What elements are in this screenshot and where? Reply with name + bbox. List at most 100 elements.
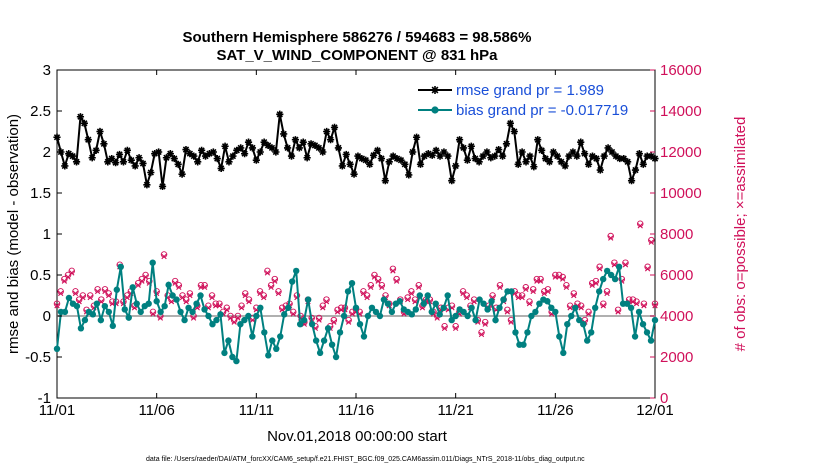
bias-point <box>552 308 559 316</box>
y-right-tick-label: 8000 <box>660 226 693 243</box>
rmse-point <box>444 152 452 160</box>
bias-point <box>277 333 284 340</box>
rmse-point <box>115 150 124 159</box>
obs-assimilated-point <box>268 284 274 290</box>
rmse-point <box>584 160 593 168</box>
rmse-point <box>307 140 315 148</box>
rmse-point <box>276 110 284 118</box>
obs-assimilated-point <box>168 298 175 305</box>
bias-point <box>432 300 439 307</box>
bias-point <box>584 337 591 344</box>
rmse-point <box>428 151 436 159</box>
rmse-point <box>565 152 573 160</box>
obs-assimilated-point <box>87 294 93 301</box>
rmse-point <box>72 158 81 166</box>
bias-point <box>289 278 296 285</box>
bias-point <box>320 337 328 344</box>
rmse-point <box>131 162 139 170</box>
rmse-point <box>549 148 557 156</box>
rmse-point <box>502 140 511 148</box>
bias-point <box>336 329 344 336</box>
bias-point <box>580 321 587 328</box>
rmse-point <box>53 133 61 141</box>
y-tick-label: 0 <box>43 308 51 325</box>
obs-assimilated-point <box>231 319 237 325</box>
bias-point <box>484 306 491 313</box>
rmse-point <box>291 136 300 144</box>
obs-assimilated-point <box>249 317 256 323</box>
obs-assimilated-point <box>464 294 470 301</box>
bias-point <box>352 304 360 311</box>
bias-point <box>296 321 304 328</box>
bias-point <box>627 304 635 311</box>
rmse-point <box>557 158 565 166</box>
rmse-point <box>350 170 358 178</box>
bias-point <box>568 312 575 320</box>
obs-assimilated-point <box>209 294 215 301</box>
obs-assimilated-point <box>69 270 75 276</box>
rmse-point <box>381 177 389 185</box>
bias-point <box>512 329 519 336</box>
rmse-point <box>635 150 643 158</box>
rmse-point <box>534 136 542 144</box>
rmse-point <box>538 146 546 154</box>
bias-point <box>536 300 543 307</box>
bias-point <box>165 281 172 289</box>
obs-assimilated-point <box>227 315 234 321</box>
bias-point <box>416 292 423 299</box>
rmse-point <box>405 171 413 179</box>
obs-assimilated-point <box>508 319 514 325</box>
bias-point <box>356 321 364 328</box>
rmse-point <box>409 148 417 156</box>
rmse-point <box>420 152 428 160</box>
rmse-point <box>612 152 620 160</box>
rmse-point <box>346 160 354 168</box>
obs-assimilated-point <box>390 268 396 274</box>
rmse-point <box>244 138 253 146</box>
y-tick-label: 3 <box>43 62 51 79</box>
bias-point <box>615 263 623 270</box>
obs-assimilated-point <box>375 278 381 284</box>
rmse-point <box>280 130 288 138</box>
rmse-point <box>119 158 128 166</box>
obs-assimilated-point <box>563 284 570 290</box>
bias-point <box>420 300 427 307</box>
rmse-point <box>260 138 268 146</box>
rmse-point <box>526 152 534 160</box>
bias-point <box>556 333 563 340</box>
bias-point <box>229 353 236 361</box>
bias-point <box>249 333 256 340</box>
rmse-point <box>190 152 198 160</box>
bias-point <box>65 294 73 302</box>
rmse-point <box>162 154 171 162</box>
x-tick-label: 11/21 <box>437 402 473 419</box>
rmse-point <box>455 136 464 144</box>
obs-assimilated-point <box>364 294 370 301</box>
bias-point <box>304 296 312 303</box>
bias-point <box>548 304 555 311</box>
chart-title-line-1: Southern Hemisphere 586276 / 594683 = 98… <box>183 29 532 46</box>
bias-point <box>261 329 268 336</box>
obs-assimilated-point <box>124 294 130 301</box>
bias-point <box>496 304 503 311</box>
rmse-point <box>581 150 589 158</box>
bias-point <box>572 304 579 311</box>
bias-point <box>492 316 499 324</box>
rmse-point <box>616 154 624 163</box>
bias-point <box>81 316 89 324</box>
obs-assimilated-point <box>408 290 415 297</box>
rmse-point <box>366 160 374 168</box>
bias-point <box>464 312 471 320</box>
x-tick-label: 11/26 <box>537 402 573 419</box>
obs-assimilated-point <box>556 274 562 280</box>
obs-assimilated-point <box>600 303 607 309</box>
obs-assimilated-point <box>216 303 223 309</box>
rmse-point <box>342 150 350 159</box>
rmse-point <box>201 152 210 160</box>
obs-assimilated-point <box>585 311 592 317</box>
bias-point <box>213 316 220 324</box>
rmse-point <box>96 127 104 136</box>
obs-assimilated-point <box>482 321 488 327</box>
obs-assimilated-point <box>190 315 197 321</box>
obs-assimilated-point <box>644 266 651 272</box>
